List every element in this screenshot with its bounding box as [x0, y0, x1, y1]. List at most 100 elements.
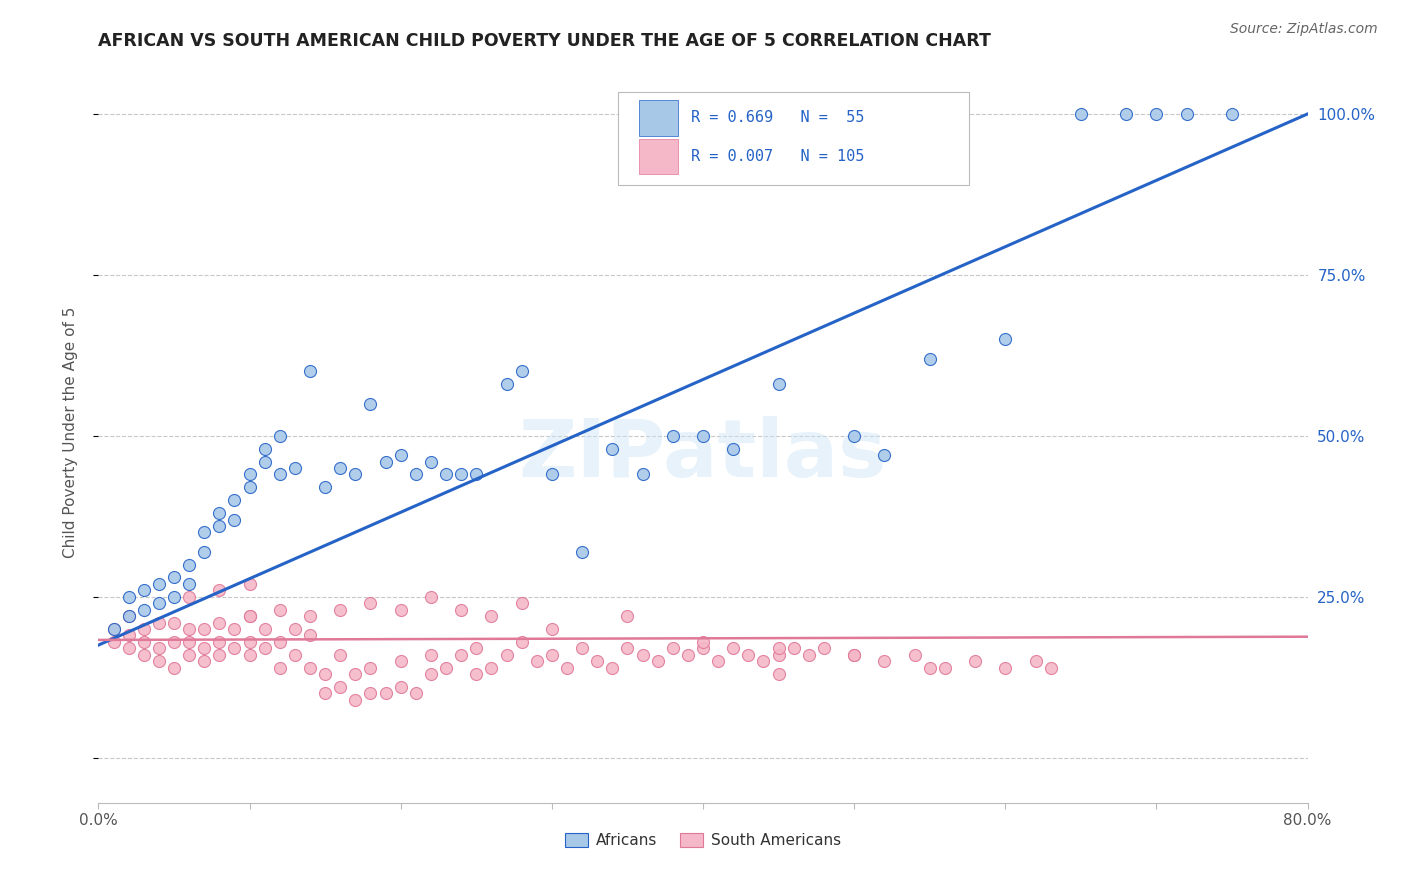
- Point: [253, 641, 276, 656]
- Point: [360, 660, 382, 674]
- Point: [299, 660, 322, 674]
- Point: [314, 686, 336, 700]
- Point: [239, 577, 262, 591]
- Point: [103, 635, 125, 649]
- Point: [269, 602, 291, 616]
- Point: [329, 602, 352, 616]
- Point: [389, 602, 412, 616]
- Point: [918, 351, 941, 366]
- Point: [360, 397, 382, 411]
- Point: [420, 667, 443, 681]
- Point: [148, 577, 170, 591]
- Point: [586, 654, 609, 668]
- FancyBboxPatch shape: [638, 138, 678, 174]
- Point: [132, 622, 155, 636]
- Point: [768, 648, 790, 662]
- Y-axis label: Child Poverty Under the Age of 5: Child Poverty Under the Age of 5: [63, 307, 77, 558]
- Point: [450, 467, 472, 482]
- Point: [148, 654, 170, 668]
- Point: [1115, 107, 1137, 121]
- Point: [768, 667, 790, 681]
- Point: [239, 467, 262, 482]
- Point: [1220, 107, 1243, 121]
- Point: [965, 654, 987, 668]
- Point: [329, 461, 352, 475]
- Point: [132, 602, 155, 616]
- Point: [208, 635, 231, 649]
- Point: [163, 660, 186, 674]
- Point: [269, 467, 291, 482]
- Point: [103, 622, 125, 636]
- Point: [224, 512, 246, 526]
- Point: [797, 648, 820, 662]
- Point: [844, 648, 866, 662]
- Point: [344, 693, 367, 707]
- Point: [602, 660, 624, 674]
- Point: [329, 680, 352, 694]
- Point: [269, 635, 291, 649]
- Point: [269, 429, 291, 443]
- Point: [208, 648, 231, 662]
- Point: [495, 648, 517, 662]
- Point: [224, 641, 246, 656]
- Point: [118, 609, 141, 624]
- Point: [571, 641, 593, 656]
- Point: [783, 641, 806, 656]
- Point: [253, 454, 276, 468]
- Point: [163, 635, 186, 649]
- Point: [389, 680, 412, 694]
- Point: [450, 602, 472, 616]
- Point: [103, 622, 125, 636]
- Point: [253, 442, 276, 456]
- Point: [873, 654, 896, 668]
- Point: [661, 429, 683, 443]
- Point: [481, 609, 503, 624]
- Point: [768, 377, 790, 392]
- Point: [844, 429, 866, 443]
- Point: [360, 596, 382, 610]
- Point: [1024, 654, 1046, 668]
- Point: [481, 660, 503, 674]
- Text: Source: ZipAtlas.com: Source: ZipAtlas.com: [1230, 22, 1378, 37]
- Point: [224, 622, 246, 636]
- Point: [465, 641, 488, 656]
- Point: [450, 648, 472, 662]
- Point: [253, 622, 276, 636]
- Point: [752, 654, 775, 668]
- Point: [1144, 107, 1167, 121]
- Point: [405, 686, 427, 700]
- Point: [934, 660, 956, 674]
- Point: [813, 641, 835, 656]
- Point: [374, 686, 396, 700]
- Point: [344, 467, 367, 482]
- Point: [994, 660, 1017, 674]
- Point: [768, 641, 790, 656]
- Point: [299, 628, 322, 642]
- FancyBboxPatch shape: [619, 92, 969, 185]
- Point: [723, 442, 745, 456]
- Point: [284, 461, 307, 475]
- Point: [510, 596, 533, 610]
- Point: [526, 654, 548, 668]
- Point: [723, 641, 745, 656]
- Point: [873, 448, 896, 462]
- Point: [616, 609, 638, 624]
- Point: [692, 641, 714, 656]
- Text: AFRICAN VS SOUTH AMERICAN CHILD POVERTY UNDER THE AGE OF 5 CORRELATION CHART: AFRICAN VS SOUTH AMERICAN CHILD POVERTY …: [98, 32, 991, 50]
- Point: [208, 583, 231, 598]
- Point: [224, 493, 246, 508]
- Point: [374, 454, 396, 468]
- Point: [269, 660, 291, 674]
- Point: [163, 615, 186, 630]
- Point: [163, 570, 186, 584]
- Point: [284, 648, 307, 662]
- Point: [555, 660, 578, 674]
- Point: [179, 648, 201, 662]
- Point: [193, 545, 215, 559]
- Point: [148, 641, 170, 656]
- Point: [389, 654, 412, 668]
- Point: [510, 635, 533, 649]
- Text: ZIPatlas: ZIPatlas: [519, 416, 887, 494]
- Point: [118, 590, 141, 604]
- Point: [118, 641, 141, 656]
